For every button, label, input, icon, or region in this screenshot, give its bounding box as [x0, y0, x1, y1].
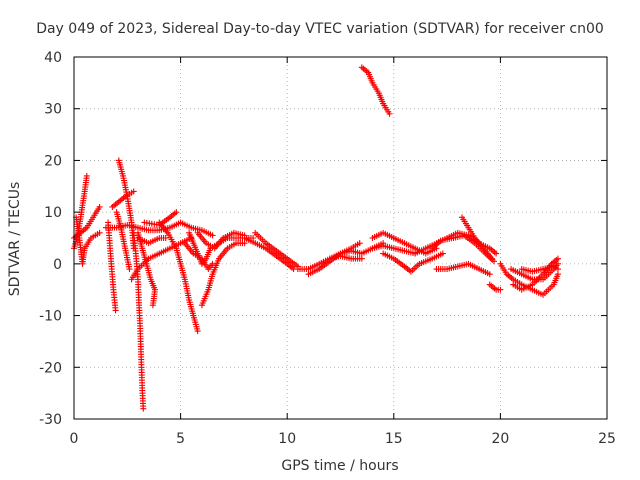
- data-point: [493, 250, 500, 257]
- data-point: [386, 110, 393, 117]
- data-point: [358, 255, 365, 262]
- x-axis-ticks: 0 5 10 15 20 25: [70, 57, 616, 447]
- data-points: [71, 64, 561, 412]
- y-tick-label: 10: [44, 205, 62, 221]
- data-series: [486, 281, 504, 293]
- data-series: [113, 209, 133, 273]
- y-tick-label: -20: [39, 360, 62, 376]
- data-point: [194, 328, 201, 335]
- data-point: [241, 240, 248, 247]
- data-point: [554, 266, 561, 273]
- data-series: [194, 229, 248, 252]
- data-series: [156, 219, 201, 335]
- y-tick-label: 40: [44, 50, 62, 66]
- data-point: [486, 271, 493, 278]
- data-point: [96, 229, 103, 236]
- data-point: [126, 266, 133, 273]
- chart-title: Day 049 of 2023, Sidereal Day-to-day VTE…: [36, 21, 604, 37]
- data-series: [518, 263, 561, 275]
- data-series: [181, 240, 216, 273]
- data-series: [433, 260, 493, 278]
- data-series: [73, 214, 103, 267]
- y-axis-ticks: -30 -20 -10 0 10 20 30 40: [39, 50, 607, 428]
- x-tick-label: 15: [385, 431, 403, 447]
- x-tick-label: 0: [70, 431, 79, 447]
- x-axis-label: GPS time / hours: [281, 458, 398, 474]
- data-point: [497, 286, 504, 293]
- data-point: [83, 172, 90, 179]
- data-point: [112, 307, 119, 314]
- data-point: [356, 240, 363, 247]
- data-point: [162, 235, 169, 241]
- y-tick-label: 30: [44, 102, 62, 118]
- data-series: [252, 229, 301, 270]
- data-series: [241, 235, 297, 273]
- data-point: [488, 255, 495, 262]
- data-series: [105, 219, 119, 314]
- data-point: [140, 405, 147, 412]
- data-series: [130, 229, 147, 412]
- x-tick-label: 10: [278, 431, 296, 447]
- data-point: [173, 209, 180, 216]
- data-series: [109, 188, 137, 210]
- data-point: [130, 188, 137, 195]
- data-series: [358, 64, 393, 117]
- y-tick-label: -10: [39, 309, 62, 325]
- x-tick-label: 5: [176, 431, 185, 447]
- y-axis-label: SDTVAR / TECUs: [7, 182, 23, 297]
- data-series: [198, 240, 248, 309]
- y-tick-label: -30: [39, 412, 62, 428]
- data-point: [209, 232, 216, 239]
- x-tick-label: 20: [491, 431, 509, 447]
- data-point: [439, 250, 446, 257]
- data-series: [141, 209, 180, 229]
- data-series: [134, 235, 169, 247]
- data-point: [209, 260, 216, 267]
- data-point: [554, 260, 561, 267]
- y-tick-label: 20: [44, 153, 62, 169]
- data-series: [459, 214, 495, 262]
- grid: [74, 57, 607, 419]
- plot-frame: [73, 56, 608, 420]
- data-point: [554, 271, 561, 278]
- data-series: [497, 260, 561, 298]
- data-point: [149, 302, 156, 309]
- x-tick-label: 25: [598, 431, 616, 447]
- data-series: [369, 242, 419, 257]
- data-point: [554, 255, 561, 262]
- data-point: [96, 203, 103, 210]
- data-series: [510, 255, 561, 293]
- data-series: [102, 219, 216, 239]
- y-tick-label: 0: [53, 257, 62, 273]
- data-series: [380, 250, 446, 275]
